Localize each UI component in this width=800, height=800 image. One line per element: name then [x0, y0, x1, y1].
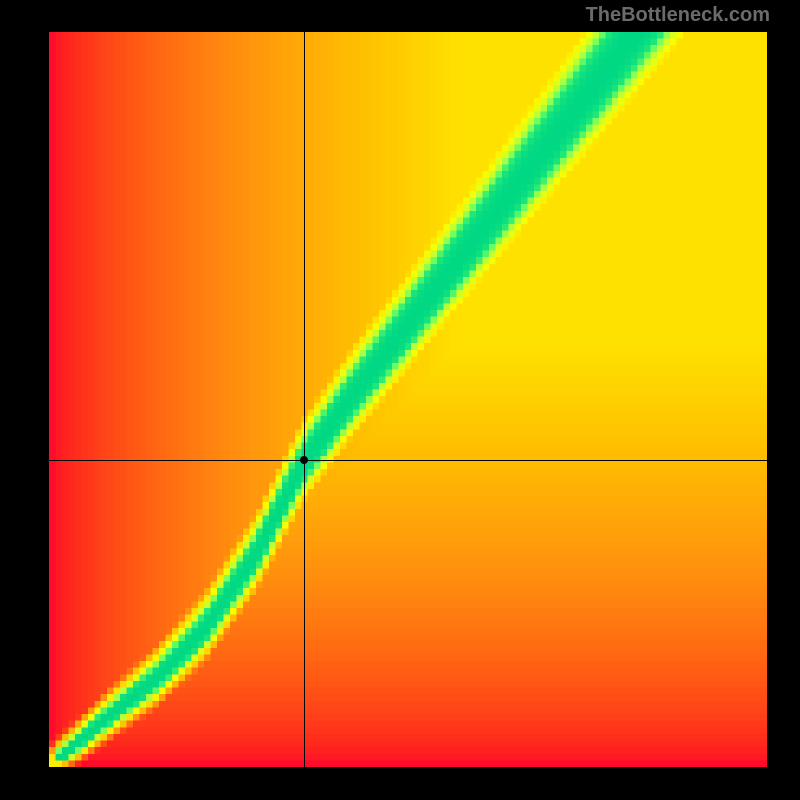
crosshair-horizontal — [49, 460, 767, 461]
chart-container: TheBottleneck.com — [0, 0, 800, 800]
heatmap-canvas — [49, 32, 767, 767]
crosshair-marker — [300, 456, 308, 464]
crosshair-vertical — [304, 32, 305, 767]
watermark-text: TheBottleneck.com — [586, 4, 770, 27]
